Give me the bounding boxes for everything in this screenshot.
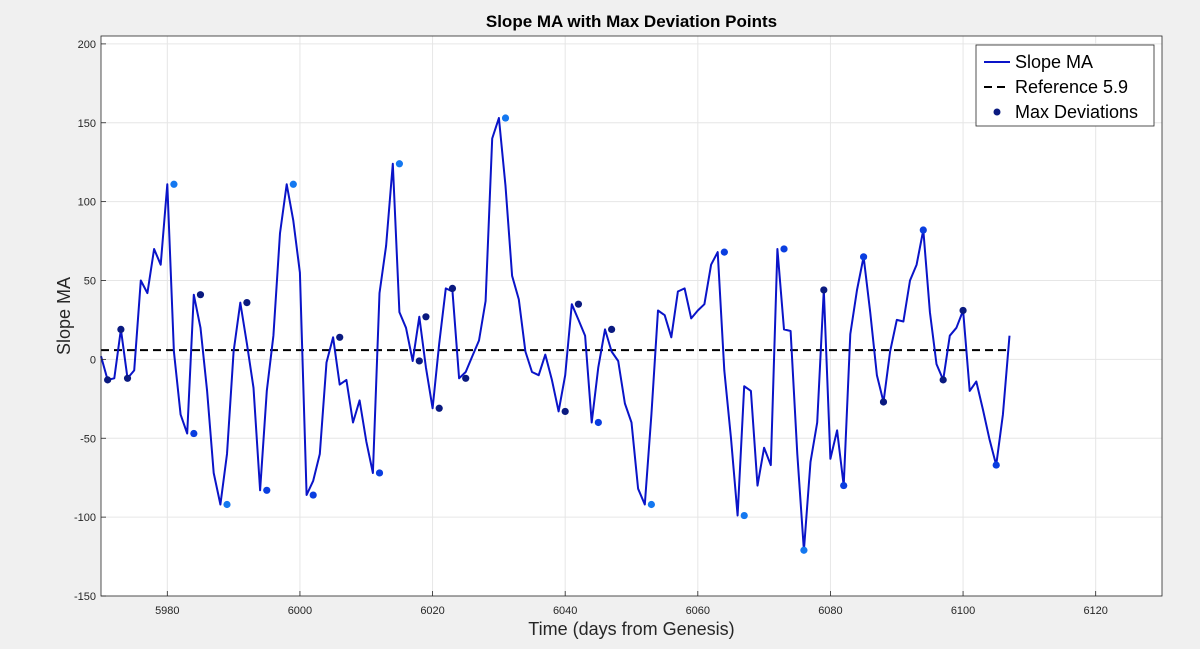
legend-label-slope-ma: Slope MA: [1015, 52, 1093, 72]
y-axis-title: Slope MA: [54, 277, 74, 355]
legend: Slope MA Reference 5.9 Max Deviations: [975, 44, 1155, 127]
max-deviation-point: [170, 180, 178, 188]
max-deviation-point: [375, 469, 384, 477]
x-tick-label: 6080: [818, 605, 842, 617]
max-deviation-point: [395, 160, 404, 168]
x-axis-title: Time (days from Genesis): [528, 619, 734, 639]
x-tick-label: 6040: [553, 605, 577, 617]
plot-border: [100, 35, 1163, 597]
max-deviation-point: [859, 253, 868, 261]
chart-title: Slope MA with Max Deviation Points: [486, 12, 777, 31]
legend-label-max-deviations: Max Deviations: [1015, 102, 1138, 122]
max-deviation-point: [462, 374, 470, 382]
x-tick-label: 6020: [420, 605, 444, 617]
legend-label-reference: Reference 5.9: [1015, 77, 1128, 97]
x-tick-label: 6120: [1083, 605, 1107, 617]
legend-box: [975, 44, 1155, 127]
max-deviation-point: [501, 114, 510, 122]
axis-ticks: 5980 6000 6020 6040 6060 6080 6100 6120 -150 -100…: [74, 39, 1108, 617]
max-deviation-point: [196, 291, 205, 299]
y-tick-label: 100: [78, 197, 96, 209]
y-tick-label: 50: [84, 276, 96, 288]
max-deviation-point: [223, 500, 231, 509]
max-deviation-point: [879, 398, 888, 406]
max-deviation-point: [594, 418, 602, 427]
max-deviation-point: [840, 481, 848, 490]
max-deviation-point: [263, 486, 271, 494]
max-deviation-point: [415, 357, 423, 365]
x-tick-label: 6060: [686, 605, 710, 617]
max-deviation-point: [336, 333, 344, 341]
max-deviation-point: [780, 245, 788, 253]
max-deviation-point: [435, 404, 443, 412]
y-tick-label: 200: [78, 39, 96, 51]
max-deviation-point: [959, 306, 967, 315]
y-tick-label: 0: [90, 354, 96, 366]
y-tick-label: 150: [78, 118, 96, 130]
max-deviation-point: [647, 500, 655, 509]
x-tick-label: 6000: [288, 605, 312, 617]
max-deviation-point: [720, 248, 728, 256]
max-deviation-point: [574, 300, 583, 308]
series-line-slope-ma: [100, 117, 1011, 552]
max-deviation-point: [309, 491, 317, 499]
y-tick-label: -150: [74, 591, 96, 603]
x-tick-label: 5980: [155, 605, 179, 617]
max-deviation-point: [919, 226, 927, 234]
plot-area: [101, 36, 1162, 596]
max-deviation-point: [123, 374, 132, 382]
marker-layer: [104, 114, 1000, 554]
x-tick-label: 6100: [951, 605, 975, 617]
max-deviation-point: [243, 298, 251, 307]
max-deviation-point: [740, 511, 748, 520]
max-deviation-point: [800, 546, 808, 554]
legend-swatch-max-deviations: [993, 108, 1001, 116]
max-deviation-point: [422, 313, 430, 321]
max-deviation-point: [992, 461, 1000, 469]
max-deviation-point: [448, 284, 457, 292]
max-deviation-point: [104, 376, 112, 384]
max-deviation-point: [117, 325, 125, 334]
max-deviation-point: [190, 429, 198, 438]
max-deviation-point: [939, 376, 947, 384]
max-deviation-point: [820, 286, 828, 294]
y-tick-label: -100: [74, 512, 96, 524]
max-deviation-point: [289, 180, 297, 188]
y-tick-label: -50: [80, 433, 96, 445]
max-deviation-point: [561, 407, 569, 416]
max-deviation-point: [608, 325, 616, 334]
line-layer: [100, 117, 1011, 552]
